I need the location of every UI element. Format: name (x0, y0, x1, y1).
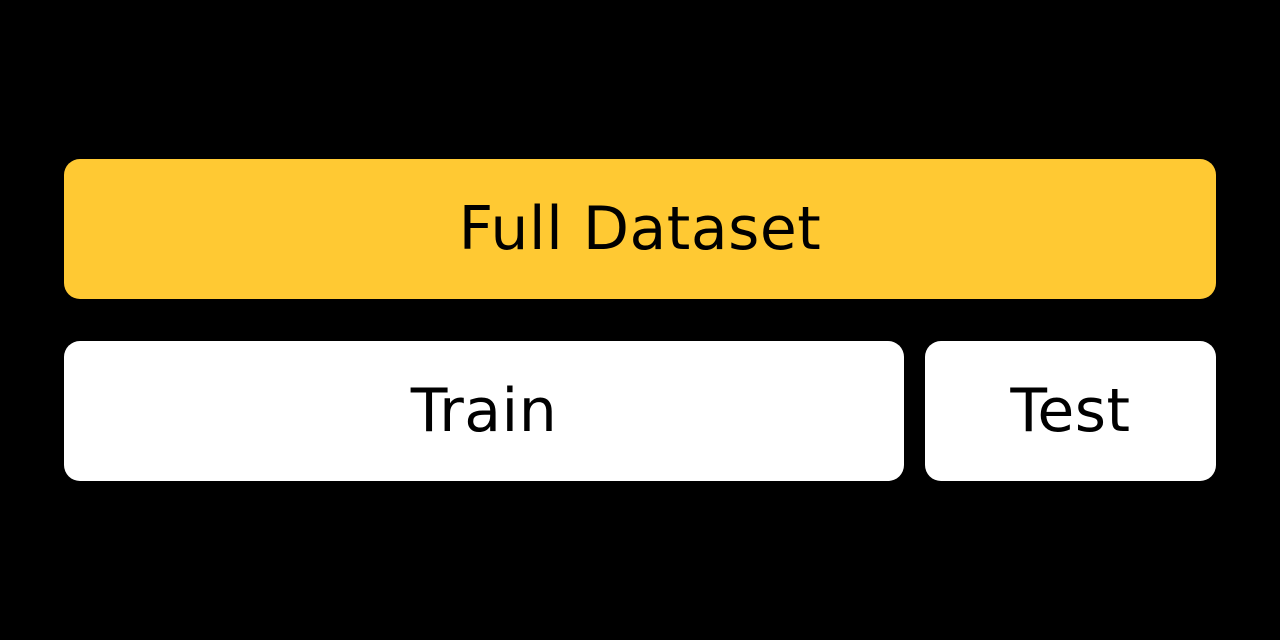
full-dataset-label: Full Dataset (458, 194, 822, 264)
test-block: Test (925, 341, 1216, 481)
test-label: Test (1010, 376, 1131, 446)
train-label: Train (410, 376, 558, 446)
train-block: Train (64, 341, 904, 481)
full-dataset-block: Full Dataset (64, 159, 1216, 299)
